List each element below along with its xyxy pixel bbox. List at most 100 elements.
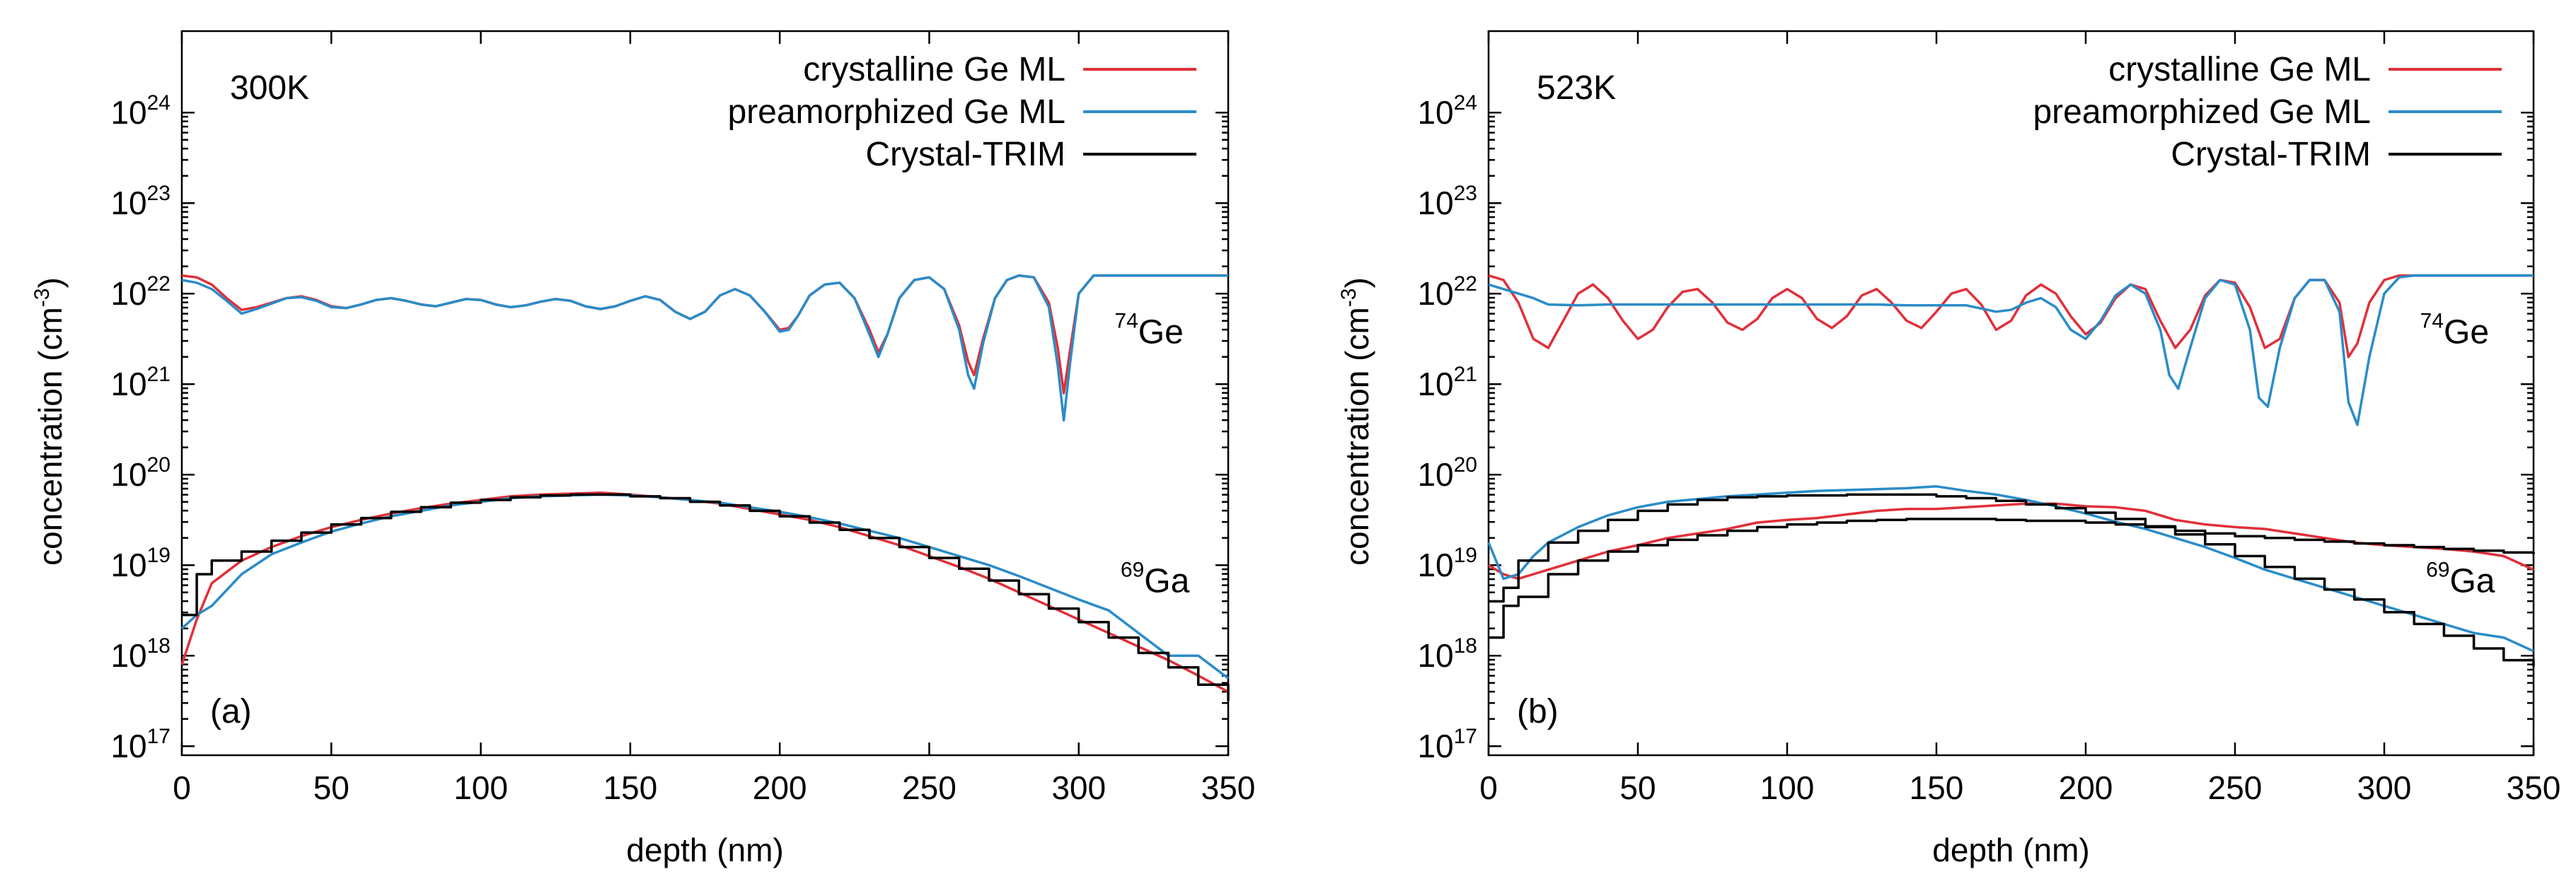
series-line-preamorphized-ge-ml-74ge <box>181 274 1228 422</box>
y-tick-base: 10 <box>110 637 146 674</box>
y-axis-title-close: ) <box>32 277 69 288</box>
series-line-preamorphized-ge-ml-69ga <box>180 493 1230 680</box>
species-symbol: Ge <box>2444 314 2489 351</box>
y-tick-base: 10 <box>1417 275 1453 312</box>
x-tick-label: 300 <box>1051 769 1106 806</box>
y-tick-exponent: 24 <box>147 91 171 115</box>
y-tick-exponent: 24 <box>1454 91 1477 115</box>
panel-label: (b) <box>1517 693 1559 730</box>
panel-b: 0 50 100 150 200 250 300 3501017101810191020102… <box>1337 30 2561 868</box>
x-tick-label: 50 <box>313 769 350 806</box>
x-tick-label: 300 <box>2357 769 2412 806</box>
legend-label-crystalline-ge-ml: crystalline Ge ML <box>2108 51 2371 88</box>
y-tick-label: 1024 <box>1417 91 1477 131</box>
species-symbol: Ge <box>1138 314 1184 351</box>
x-tick-label: 200 <box>753 769 807 806</box>
species-mass-number: 74 <box>1114 310 1138 333</box>
series-line-crystalline-ge-ml-74ge <box>181 274 1228 395</box>
species-annotation: 69Ga <box>2426 559 2495 600</box>
y-tick-label: 1022 <box>1417 272 1477 312</box>
x-tick-label: 100 <box>1760 769 1815 806</box>
y-tick-exponent: 20 <box>1454 453 1477 477</box>
legend-label-crystal-trim: Crystal-TRIM <box>865 136 1065 173</box>
x-axis-title: depth (nm) <box>1932 832 2089 868</box>
y-tick-exponent: 17 <box>147 725 171 748</box>
legend: crystalline Ge ML preamorphized Ge ML Crys… <box>2033 51 2502 173</box>
y-tick-exponent: 19 <box>147 544 171 567</box>
y-tick-exponent: 20 <box>147 453 171 477</box>
x-tick-label: 150 <box>1910 769 1964 806</box>
y-tick-base: 10 <box>1417 728 1453 764</box>
y-axis-title-base: concentration (cm <box>32 307 69 566</box>
species-annotation: 74Ge <box>1114 310 1183 351</box>
y-tick-base: 10 <box>110 456 146 493</box>
legend-label-preamorphized-ge-ml: preamorphized Ge ML <box>727 93 1065 131</box>
y-tick-exponent: 18 <box>147 634 171 658</box>
plot-frame <box>1487 30 2535 757</box>
y-tick-base: 10 <box>1417 547 1453 583</box>
y-tick-label: 1024 <box>110 91 171 131</box>
x-tick-label: 100 <box>454 769 508 806</box>
y-tick-label: 1023 <box>1417 182 1477 221</box>
x-tick-label: 350 <box>2507 769 2561 806</box>
series-line-preamorphized-ge-ml-74ge <box>1488 274 2534 426</box>
y-tick-exponent: 21 <box>147 363 171 386</box>
y-tick-label: 1021 <box>110 363 171 402</box>
y-tick-base: 10 <box>110 366 146 402</box>
y-tick-exponent: 18 <box>1454 634 1477 658</box>
y-tick-label: 1023 <box>110 182 171 221</box>
y-axis-title: concentration (cm-3) <box>30 277 69 566</box>
y-tick-label: 1022 <box>110 272 171 312</box>
legend-label-crystalline-ge-ml: crystalline Ge ML <box>803 51 1065 88</box>
y-tick-exponent: 23 <box>1454 182 1477 205</box>
x-tick-label: 0 <box>1479 769 1498 806</box>
y-tick-base: 10 <box>1417 94 1453 131</box>
y-tick-label: 1017 <box>1417 725 1477 764</box>
series-line-crystalline-ge-ml-69ga <box>1488 502 2534 581</box>
y-tick-exponent: 23 <box>147 182 171 205</box>
x-axis-title: depth (nm) <box>626 832 783 868</box>
species-symbol: Ga <box>2449 563 2495 600</box>
y-tick-base: 10 <box>110 728 146 764</box>
y-tick-base: 10 <box>110 94 146 131</box>
plot-frame <box>180 30 1230 757</box>
temperature-label: 300K <box>230 69 309 107</box>
y-axis-title-base: concentration (cm <box>1339 307 1375 566</box>
series-line-crystal-trim-high-69ga <box>1489 493 2535 667</box>
y-tick-exponent: 17 <box>1454 725 1477 748</box>
temperature-label: 523K <box>1537 69 1616 107</box>
x-tick-label: 250 <box>2208 769 2263 806</box>
y-axis-title: concentration (cm-3) <box>1337 277 1375 566</box>
y-tick-label: 1020 <box>1417 453 1477 493</box>
species-mass-number: 74 <box>2420 310 2444 333</box>
y-tick-exponent: 19 <box>1454 544 1477 567</box>
species-symbol: Ga <box>1144 563 1189 600</box>
series-line-crystalline-ge-ml-74ge <box>1488 274 2534 359</box>
series-line-preamorphized-ge-ml-69ga <box>1487 485 2534 653</box>
y-tick-label: 1020 <box>110 453 171 493</box>
y-tick-base: 10 <box>110 275 146 312</box>
y-tick-label: 1019 <box>1417 544 1477 583</box>
series-line-crystalline-ge-ml-69ga <box>180 491 1229 693</box>
x-tick-label: 250 <box>902 769 957 806</box>
x-tick-label: 50 <box>1619 769 1656 806</box>
panel-label: (a) <box>210 693 252 730</box>
species-annotation: 69Ga <box>1121 559 1190 600</box>
y-tick-base: 10 <box>110 185 146 221</box>
series-line-crystal-trim-low-69ga <box>1489 518 2535 639</box>
y-tick-label: 1021 <box>1417 363 1477 402</box>
legend-label-crystal-trim: Crystal-TRIM <box>2171 136 2371 173</box>
y-tick-label: 1018 <box>1417 634 1477 674</box>
species-annotation: 74Ge <box>2420 310 2489 351</box>
legend: crystalline Ge ML preamorphized Ge ML Crys… <box>727 51 1196 173</box>
y-tick-label: 1017 <box>110 725 171 764</box>
y-axis-title-exponent: -3 <box>1337 289 1361 308</box>
y-tick-exponent: 22 <box>147 272 171 296</box>
species-mass-number: 69 <box>2426 559 2449 582</box>
y-axis-title-close: ) <box>1339 277 1375 288</box>
legend-label-preamorphized-ge-ml: preamorphized Ge ML <box>2033 93 2371 131</box>
y-tick-base: 10 <box>1417 185 1453 221</box>
series-line-crystal-trim-69ga <box>182 493 1230 701</box>
y-tick-label: 1019 <box>110 544 171 583</box>
